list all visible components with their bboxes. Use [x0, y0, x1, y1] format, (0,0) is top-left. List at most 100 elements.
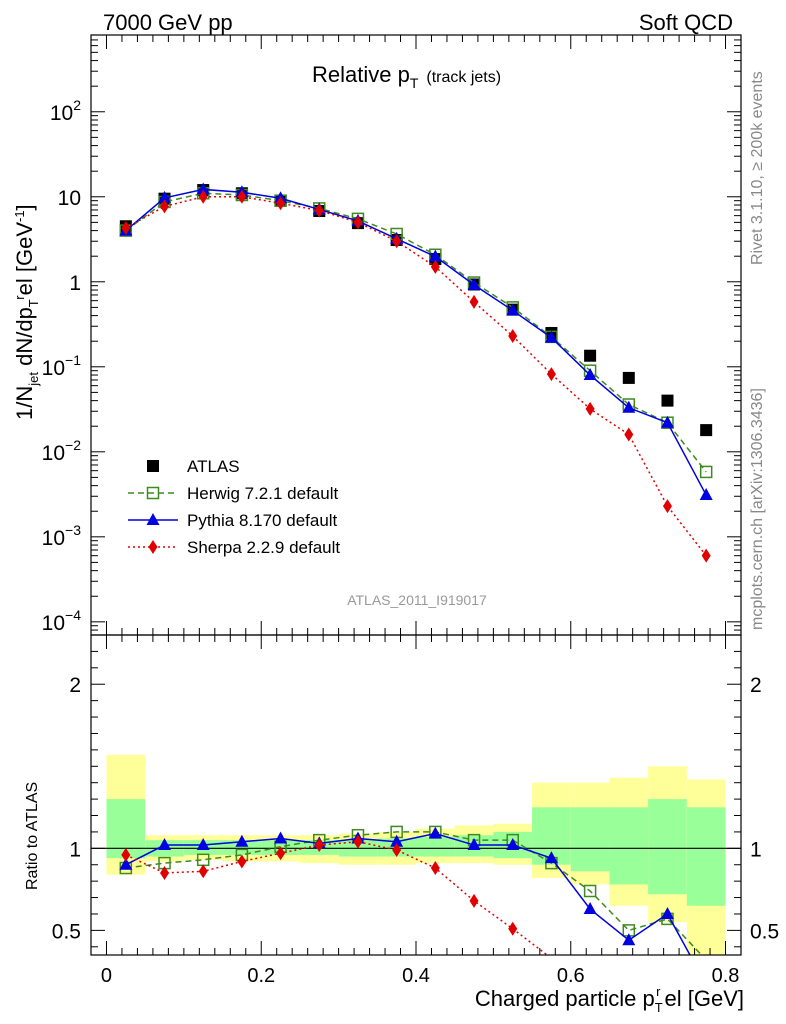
data-point: [198, 189, 208, 204]
legend: ATLAS Herwig 7.2.1 default Pythia 8.170 de…: [128, 457, 340, 557]
ratio-line: [125, 832, 691, 955]
x-tick-label: 0.2: [247, 965, 275, 987]
ratio-tick-label-left: 1: [69, 838, 81, 861]
mcplots-label: mcplots.cern.ch [arXiv:1306.3436]: [749, 388, 766, 630]
ratio-point: [390, 834, 404, 847]
data-point: [196, 182, 210, 195]
ratio-series-group: [119, 825, 703, 955]
x-tick-label: 0.8: [712, 965, 740, 987]
ratio-point: [583, 884, 597, 898]
data-point: [700, 424, 713, 437]
series-herwig: [119, 187, 713, 479]
ratio-series-sherpa: [121, 834, 549, 955]
ratio-series-pythia: [119, 826, 691, 955]
ratio-band-inner: [570, 807, 610, 872]
main-axes: 10−4 10−3 10−2 10−1 1 10 102: [42, 34, 741, 636]
y-tick-label: 10−1: [42, 352, 82, 380]
legend-marker: [148, 540, 158, 554]
x-tick-label: 0.4: [402, 965, 430, 987]
ratio-band-inner: [609, 807, 649, 885]
legend-entry: ATLAS: [147, 457, 240, 476]
data-point: [622, 400, 636, 413]
ratio-point: [506, 838, 520, 851]
data-point: [544, 330, 558, 343]
ratio-point: [467, 838, 481, 851]
data-point: [624, 427, 634, 442]
ratio-point: [353, 834, 363, 849]
data-point: [160, 199, 170, 214]
y-tick-label: 10: [58, 187, 81, 210]
ratio-point: [314, 838, 324, 853]
ratio-tick-label-right: 0.5: [750, 920, 779, 943]
data-point: [584, 349, 597, 362]
data-point: [121, 220, 131, 235]
ratio-point: [237, 854, 247, 869]
series-pythia: [119, 182, 713, 501]
data-point: [546, 367, 556, 382]
x-axis-label: Charged particle pTr el [GeV]: [475, 984, 744, 1015]
data-point: [661, 394, 674, 407]
process-label: Soft QCD: [639, 10, 733, 35]
legend-entry: Herwig 7.2.1 default: [128, 484, 338, 503]
ratio-point: [583, 902, 597, 915]
data-point: [314, 203, 324, 218]
data-point: [158, 190, 172, 203]
y-tick-label: 102: [50, 97, 81, 125]
data-point: [508, 329, 518, 344]
ratio-point: [119, 857, 133, 870]
data-point: [469, 294, 479, 309]
ratio-band-inner: [648, 799, 687, 895]
plot-title: Relative pT (track jets): [312, 62, 501, 91]
ratio-point: [158, 838, 172, 851]
legend-label: ATLAS: [187, 457, 240, 476]
ratio-band-inner: [686, 807, 726, 906]
data-point: [699, 488, 713, 501]
main-series: [119, 182, 713, 563]
ratio-tick-label-left: 2: [69, 674, 81, 697]
data-point: [506, 303, 520, 316]
ratio-point: [430, 861, 440, 876]
y-tick-label: 10−3: [42, 522, 82, 550]
ratio-point: [392, 842, 402, 857]
ratio-point: [508, 921, 518, 936]
ratio-point: [622, 933, 636, 946]
ratio-y-axis-label: Ratio to ATLAS: [24, 782, 41, 890]
ratio-axes: 0 0.2 0.4 0.6 0.8 0.5 0.5 1 1 2 2: [52, 635, 779, 987]
data-point: [699, 465, 713, 479]
data-point: [622, 371, 635, 384]
ratio-line: [125, 831, 703, 955]
ratio-tick-label-right: 2: [750, 674, 762, 697]
ratio-frame: [90, 634, 742, 956]
data-point: [428, 249, 442, 262]
data-point: [585, 401, 595, 416]
legend-marker: [147, 460, 159, 472]
energy-label: 7000 GeV pp: [103, 10, 233, 35]
series-line: [125, 188, 707, 496]
ratio-point: [469, 893, 479, 908]
data-point: [392, 234, 402, 249]
data-point: [660, 415, 674, 428]
x-tick-label: 0: [101, 965, 112, 987]
main-y-axis-label: 1/Njet dN/dpTrel [GeV-1]: [12, 204, 41, 420]
y-tick-label: 10−2: [42, 437, 82, 465]
ratio-point: [428, 826, 442, 839]
data-point: [353, 215, 363, 230]
data-point: [583, 368, 597, 381]
legend-label: Herwig 7.2.1 default: [187, 484, 338, 503]
ratio-point: [198, 864, 208, 879]
data-point: [662, 499, 672, 514]
data-point: [701, 548, 711, 563]
ratio-tick-label-left: 0.5: [52, 920, 81, 943]
ratio-band-inner: [416, 836, 455, 857]
ratio-point: [196, 838, 210, 851]
x-tick-label: 0.6: [557, 965, 585, 987]
ratio-uncertainty-bands: [106, 754, 726, 955]
legend-marker: [146, 513, 160, 525]
legend-label: Pythia 8.170 default: [187, 511, 338, 530]
ratio-point: [235, 834, 249, 847]
rivet-label: Rivet 3.1.10, ≥ 200k events: [749, 71, 766, 265]
legend-entry: Sherpa 2.2.9 default: [128, 538, 340, 557]
ratio-point: [276, 846, 286, 861]
data-point: [237, 189, 247, 204]
